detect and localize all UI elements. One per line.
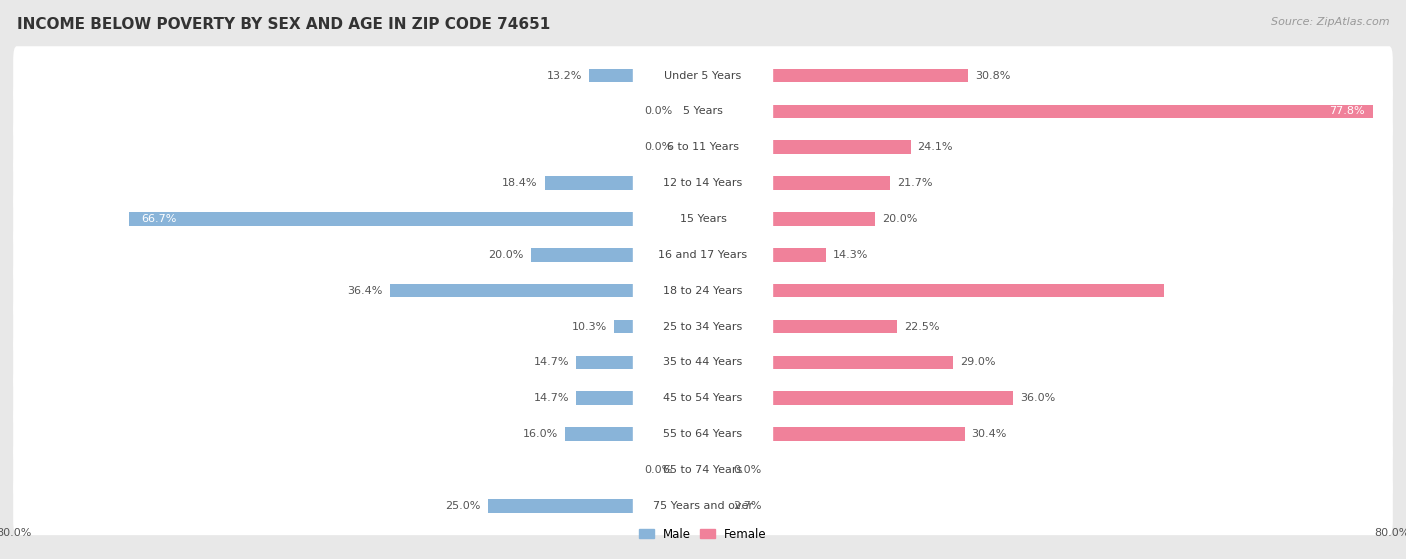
Text: 77.8%: 77.8% xyxy=(1329,106,1364,116)
FancyBboxPatch shape xyxy=(13,333,1393,392)
FancyBboxPatch shape xyxy=(13,46,1393,105)
FancyBboxPatch shape xyxy=(633,421,773,447)
FancyBboxPatch shape xyxy=(633,63,773,89)
Text: 36.0%: 36.0% xyxy=(1019,393,1054,403)
Text: 15 Years: 15 Years xyxy=(679,214,727,224)
Bar xyxy=(703,140,911,154)
Bar xyxy=(576,356,703,369)
Text: 25 to 34 Years: 25 to 34 Years xyxy=(664,321,742,331)
Text: 18 to 24 Years: 18 to 24 Years xyxy=(664,286,742,296)
Text: 16.0%: 16.0% xyxy=(523,429,558,439)
Text: 2.7%: 2.7% xyxy=(733,501,762,511)
Text: 10.3%: 10.3% xyxy=(572,321,607,331)
FancyBboxPatch shape xyxy=(13,190,1393,248)
Text: 0.0%: 0.0% xyxy=(644,143,673,152)
Text: 0.0%: 0.0% xyxy=(644,106,673,116)
Text: 0.0%: 0.0% xyxy=(644,465,673,475)
Bar xyxy=(531,248,703,262)
Bar xyxy=(678,140,703,154)
FancyBboxPatch shape xyxy=(13,405,1393,463)
Text: 18.4%: 18.4% xyxy=(502,178,537,188)
Bar xyxy=(703,391,1012,405)
Text: 53.5%: 53.5% xyxy=(1171,286,1206,296)
Text: 75 Years and over: 75 Years and over xyxy=(652,501,754,511)
Text: 16 and 17 Years: 16 and 17 Years xyxy=(658,250,748,260)
Bar xyxy=(678,463,703,477)
Text: Source: ZipAtlas.com: Source: ZipAtlas.com xyxy=(1271,17,1389,27)
Bar xyxy=(703,105,1374,119)
Text: 6 to 11 Years: 6 to 11 Years xyxy=(666,143,740,152)
FancyBboxPatch shape xyxy=(633,349,773,376)
Text: 66.7%: 66.7% xyxy=(142,214,177,224)
FancyBboxPatch shape xyxy=(13,154,1393,212)
Text: 13.2%: 13.2% xyxy=(547,70,582,80)
Bar xyxy=(703,284,1164,297)
Text: 12 to 14 Years: 12 to 14 Years xyxy=(664,178,742,188)
Bar xyxy=(576,391,703,405)
Bar xyxy=(565,427,703,441)
FancyBboxPatch shape xyxy=(633,457,773,483)
Text: 24.1%: 24.1% xyxy=(918,143,953,152)
Text: 35 to 44 Years: 35 to 44 Years xyxy=(664,357,742,367)
Bar xyxy=(678,105,703,119)
Text: 30.8%: 30.8% xyxy=(976,70,1011,80)
Text: INCOME BELOW POVERTY BY SEX AND AGE IN ZIP CODE 74651: INCOME BELOW POVERTY BY SEX AND AGE IN Z… xyxy=(17,17,550,32)
Bar xyxy=(703,69,969,82)
FancyBboxPatch shape xyxy=(13,118,1393,177)
Text: 0.0%: 0.0% xyxy=(733,465,762,475)
Text: 25.0%: 25.0% xyxy=(446,501,481,511)
Bar xyxy=(703,499,727,513)
FancyBboxPatch shape xyxy=(13,225,1393,284)
FancyBboxPatch shape xyxy=(633,241,773,268)
Bar xyxy=(589,69,703,82)
Bar xyxy=(544,176,703,190)
Text: 22.5%: 22.5% xyxy=(904,321,939,331)
Text: 30.4%: 30.4% xyxy=(972,429,1007,439)
Text: 14.3%: 14.3% xyxy=(832,250,869,260)
FancyBboxPatch shape xyxy=(13,297,1393,356)
Text: 55 to 64 Years: 55 to 64 Years xyxy=(664,429,742,439)
Bar xyxy=(488,499,703,513)
Text: 5 Years: 5 Years xyxy=(683,106,723,116)
FancyBboxPatch shape xyxy=(633,492,773,519)
Bar xyxy=(614,320,703,333)
Text: 14.7%: 14.7% xyxy=(534,393,569,403)
FancyBboxPatch shape xyxy=(633,134,773,160)
Text: 65 to 74 Years: 65 to 74 Years xyxy=(664,465,742,475)
FancyBboxPatch shape xyxy=(13,82,1393,141)
FancyBboxPatch shape xyxy=(13,261,1393,320)
Legend: Male, Female: Male, Female xyxy=(634,523,772,546)
Bar xyxy=(703,176,890,190)
Bar xyxy=(703,356,953,369)
FancyBboxPatch shape xyxy=(13,476,1393,535)
FancyBboxPatch shape xyxy=(633,170,773,196)
Bar xyxy=(703,427,965,441)
FancyBboxPatch shape xyxy=(633,313,773,340)
Text: 20.0%: 20.0% xyxy=(882,214,918,224)
Text: 29.0%: 29.0% xyxy=(960,357,995,367)
FancyBboxPatch shape xyxy=(633,385,773,411)
FancyBboxPatch shape xyxy=(633,98,773,125)
Text: 20.0%: 20.0% xyxy=(488,250,524,260)
Text: 14.7%: 14.7% xyxy=(534,357,569,367)
Bar xyxy=(128,212,703,226)
FancyBboxPatch shape xyxy=(13,440,1393,499)
Bar xyxy=(389,284,703,297)
Bar xyxy=(703,212,875,226)
Text: Under 5 Years: Under 5 Years xyxy=(665,70,741,80)
Bar xyxy=(703,320,897,333)
FancyBboxPatch shape xyxy=(633,277,773,304)
FancyBboxPatch shape xyxy=(13,369,1393,428)
Text: 21.7%: 21.7% xyxy=(897,178,932,188)
Text: 36.4%: 36.4% xyxy=(347,286,382,296)
Bar xyxy=(703,248,827,262)
Text: 45 to 54 Years: 45 to 54 Years xyxy=(664,393,742,403)
Bar xyxy=(703,463,728,477)
FancyBboxPatch shape xyxy=(633,206,773,232)
